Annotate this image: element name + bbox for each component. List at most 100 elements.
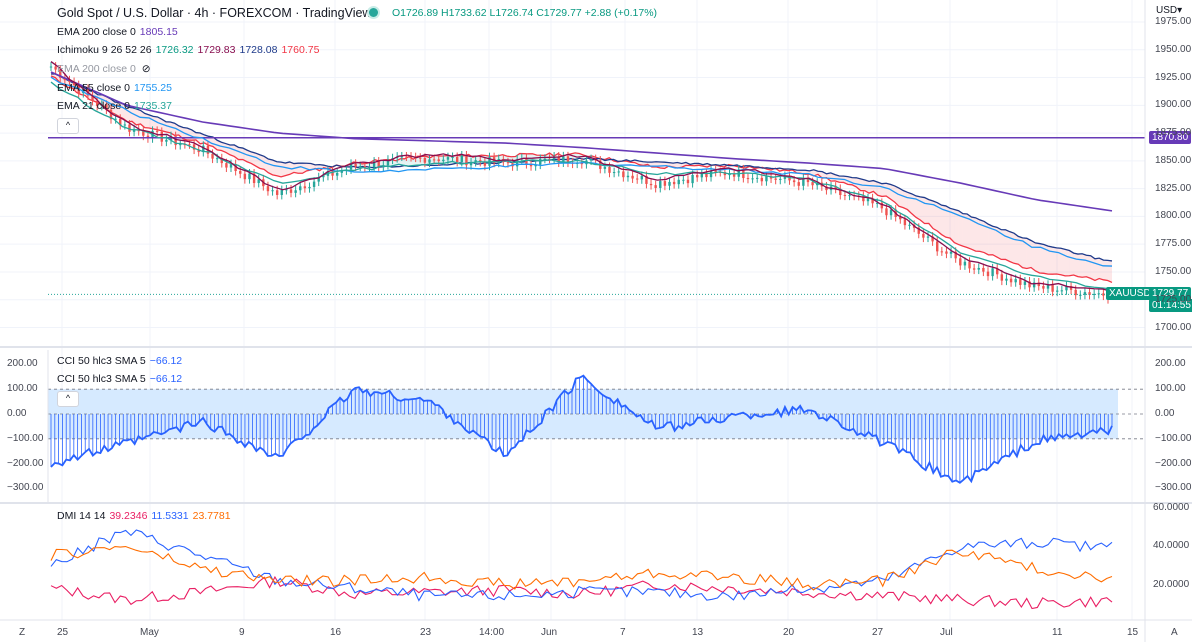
candle-body xyxy=(202,145,205,153)
candle-body xyxy=(257,179,260,184)
cloud-segment xyxy=(1043,244,1049,275)
time-tick-label: 15 xyxy=(1127,627,1139,638)
legend-ema55[interactable]: EMA 55 close 0 1755.25 xyxy=(57,82,172,94)
cloud-segment xyxy=(1031,240,1036,271)
candle-body xyxy=(922,233,925,238)
symbol-title[interactable]: Gold Spot / U.S. Dollar · 4h · FOREXCOM … xyxy=(57,6,372,20)
candle-body xyxy=(649,183,653,186)
cloud-segment xyxy=(1001,229,1006,260)
legend-cci-1[interactable]: CCI 50 hlc3 SMA 5 −66.12 xyxy=(57,355,182,367)
legend-ema200-hidden[interactable]: EMA 200 close 0 ⊘ xyxy=(57,63,151,75)
cloud-segment xyxy=(1099,258,1104,280)
candle-body xyxy=(529,164,533,167)
cci-left-tick-label: −100.00 xyxy=(7,432,44,444)
cloud-segment xyxy=(886,183,891,200)
last-price-tag: 1729.77 xyxy=(1149,287,1192,300)
cloud-segment xyxy=(852,177,857,187)
ema200-line xyxy=(50,71,1113,212)
candle-body xyxy=(996,268,999,275)
cloud-segment xyxy=(1107,260,1112,283)
cloud-segment xyxy=(1082,253,1087,278)
candle-body xyxy=(774,178,777,180)
legend-ema200[interactable]: EMA 200 close 0 1805.15 xyxy=(57,26,178,38)
collapse-cci-legend-button[interactable]: ^ xyxy=(57,391,79,407)
candle-body xyxy=(635,178,639,180)
candle-body xyxy=(460,155,463,162)
span-a-line xyxy=(50,75,1113,284)
candle-body xyxy=(331,171,334,176)
candle-body xyxy=(234,164,237,172)
cci-left-tick-label: −300.00 xyxy=(7,482,44,494)
candle-body xyxy=(580,162,584,165)
candle-body xyxy=(285,189,288,191)
legend-cci-2[interactable]: CCI 50 hlc3 SMA 5 −66.12 xyxy=(57,373,182,385)
auto-scale-button[interactable]: A xyxy=(1171,627,1178,638)
currency-selector[interactable]: USD▾ xyxy=(1156,5,1182,16)
cci-tick-label: −100.00 xyxy=(1155,432,1192,444)
cloud-segment xyxy=(984,221,989,255)
candle-body xyxy=(802,178,805,186)
legend-ema21[interactable]: EMA 21 close 0 1735.37 xyxy=(57,100,172,112)
time-tick-label: 9 xyxy=(239,627,245,638)
time-tick-label: May xyxy=(140,627,159,638)
eye-off-icon[interactable]: ⊘ xyxy=(141,63,151,75)
price-tick-label: 1775.00 xyxy=(1155,238,1192,250)
candle-body xyxy=(386,159,390,166)
legend-ichimoku-v3: 1728.08 xyxy=(239,44,278,56)
candle-body xyxy=(128,124,131,132)
candle-body xyxy=(963,261,967,266)
cloud-segment xyxy=(285,161,290,176)
candle-body xyxy=(945,251,948,254)
time-tick-label: 16 xyxy=(330,627,342,638)
price-tick-label: 1825.00 xyxy=(1155,182,1192,194)
candle-body xyxy=(174,136,177,146)
cloud-segment xyxy=(924,197,929,224)
cloud-segment xyxy=(268,159,273,175)
candle-body xyxy=(876,202,879,204)
candle-body xyxy=(589,159,593,161)
cloud-segment xyxy=(992,226,997,258)
market-status-icon xyxy=(369,8,378,17)
cloud-segment xyxy=(1018,236,1023,268)
candle-body xyxy=(1014,279,1017,283)
cloud-segment xyxy=(1022,237,1027,269)
dmi-plus-line xyxy=(50,575,1113,610)
cloud-segment xyxy=(131,107,137,125)
candle-body xyxy=(626,175,630,178)
cloud-segment xyxy=(928,199,934,229)
candle-body xyxy=(123,124,127,126)
price-tick-label: 1875.00 xyxy=(1155,127,1192,139)
candle-body xyxy=(954,251,957,259)
legend-dmi[interactable]: DMI 14 14 39.2346 11.5331 23.7781 xyxy=(57,510,231,522)
cloud-segment xyxy=(1086,255,1091,279)
legend-ema200-label: EMA 200 close 0 xyxy=(57,26,136,38)
candle-body xyxy=(275,190,279,195)
legend-ichimoku[interactable]: Ichimoku 9 26 52 26 1726.32 1729.83 1728.08… xyxy=(57,44,319,56)
cloud-segment xyxy=(898,188,904,208)
candle-body xyxy=(188,144,191,146)
collapse-legend-button[interactable]: ^ xyxy=(57,118,79,134)
candle-body xyxy=(515,159,519,167)
candle-body xyxy=(686,179,690,184)
cloud-segment xyxy=(1103,260,1108,281)
candle-body xyxy=(557,156,560,163)
legend-cci-2-label: CCI 50 hlc3 SMA 5 xyxy=(57,373,146,385)
candle-body xyxy=(548,158,551,160)
cloud-segment xyxy=(383,159,388,167)
candle-body xyxy=(917,227,920,234)
legend-dmi-adx: 23.7781 xyxy=(192,510,231,522)
countdown-tag: 01:14:55 xyxy=(1149,299,1192,312)
candle-body xyxy=(714,170,717,172)
candle-body xyxy=(617,171,620,173)
candle-body xyxy=(848,195,851,197)
candle-body xyxy=(68,80,71,82)
candle-body xyxy=(1009,278,1013,283)
candle-body xyxy=(1046,284,1050,289)
candle-body xyxy=(1088,292,1091,295)
timezone-z-button[interactable]: Z xyxy=(19,627,26,638)
price-tick-label: 1900.00 xyxy=(1155,99,1192,111)
candle-body xyxy=(294,190,297,193)
legend-ichimoku-v1: 1726.32 xyxy=(155,44,194,56)
cci-left-tick-label: 0.00 xyxy=(7,408,27,419)
